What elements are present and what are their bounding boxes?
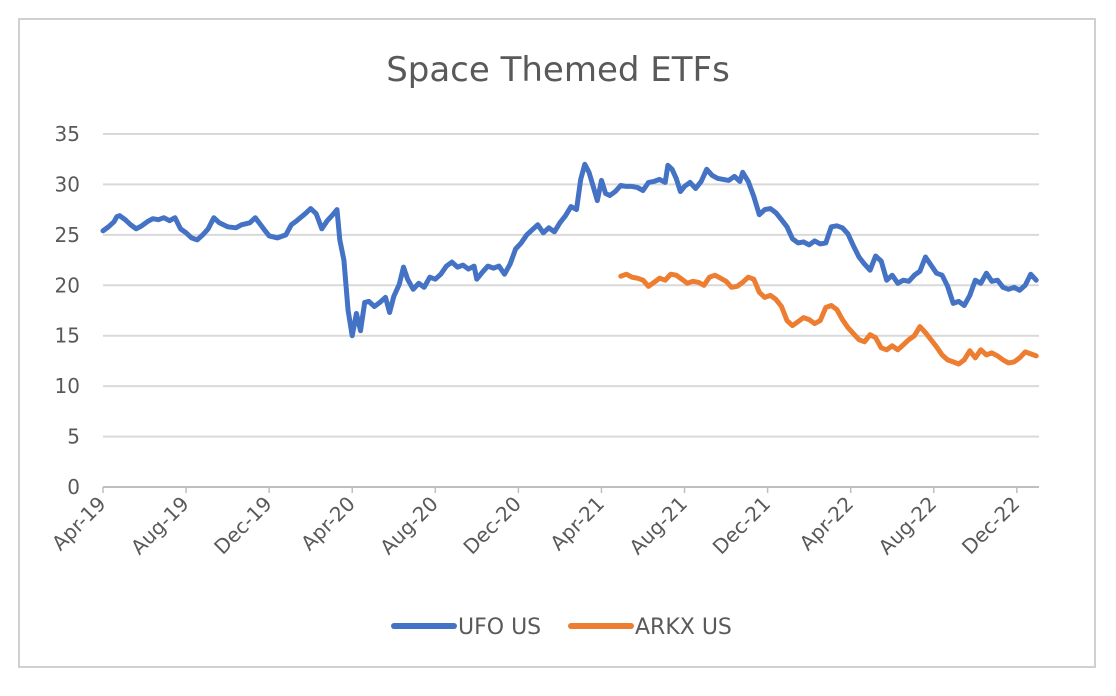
series-line-ufo-us — [100, 161, 1039, 339]
x-tick-label: Aug-20 — [375, 492, 443, 560]
x-tick-label: Aug-22 — [874, 492, 942, 560]
x-tick-label: Aug-21 — [624, 492, 692, 560]
legend-label: ARKX US — [635, 615, 732, 640]
x-tick-label: Aug-19 — [126, 492, 194, 560]
y-tick-label: 30 — [55, 172, 80, 196]
x-tick-label: Apr-22 — [795, 492, 859, 556]
y-tick-label: 15 — [55, 324, 80, 348]
x-tick-label: Apr-21 — [545, 492, 609, 556]
y-tick-label: 0 — [67, 475, 80, 499]
y-tick-label: 5 — [67, 425, 80, 449]
series-line-arkx-us — [618, 271, 1039, 367]
legend-label: UFO US — [458, 615, 541, 640]
y-tick-label: 35 — [55, 122, 80, 146]
y-tick-label: 10 — [55, 374, 80, 398]
chart-frame — [18, 18, 1096, 668]
x-tick-label: Dec-21 — [708, 492, 775, 559]
x-tick-label: Dec-20 — [458, 492, 525, 559]
chart-title: Space Themed ETFs — [386, 50, 730, 90]
y-tick-label: 20 — [55, 273, 80, 297]
y-tick-label: 25 — [55, 223, 80, 247]
x-tick-label: Dec-19 — [209, 492, 276, 559]
x-tick-label: Apr-19 — [47, 492, 111, 556]
x-tick-label: Dec-22 — [957, 492, 1024, 559]
x-tick-label: Apr-20 — [296, 492, 360, 556]
